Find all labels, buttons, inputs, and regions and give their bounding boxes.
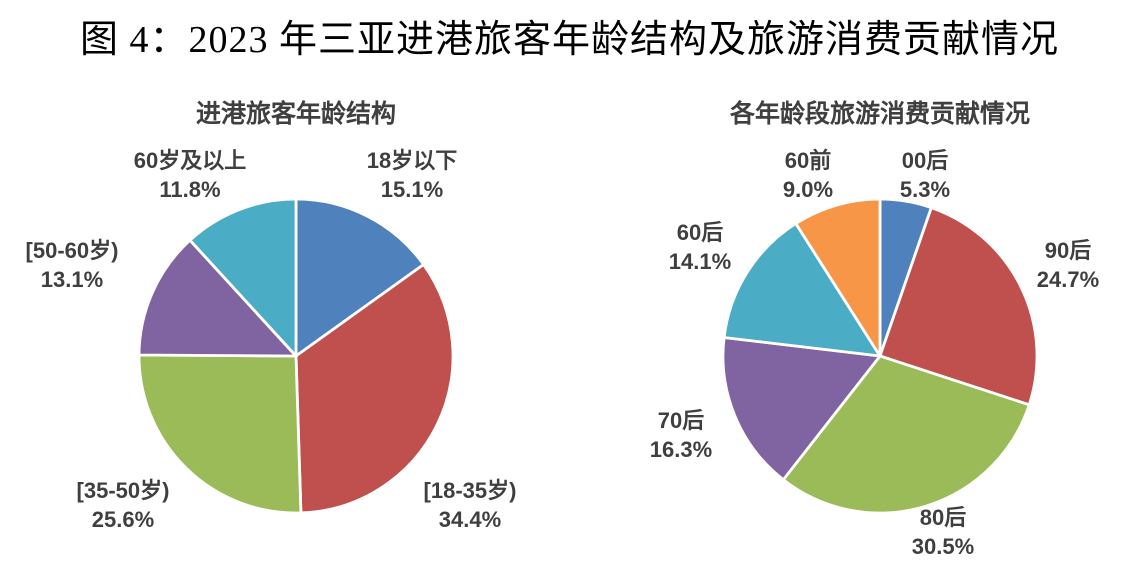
slice-label-name: [50-60岁) <box>25 238 119 263</box>
slice-label-pct: 30.5% <box>911 534 975 559</box>
pie-slice-label: [35-50岁) 25.6% <box>77 476 170 534</box>
pie-slice-0 <box>294 197 425 358</box>
slice-label-name: 60前 <box>784 148 832 173</box>
slice-label-name: [35-50岁) <box>76 478 170 503</box>
pie-slice-label: 90后 24.7% <box>1037 236 1099 294</box>
pie-chart-age-structure <box>137 197 455 515</box>
pie-slice-5 <box>794 197 882 358</box>
slice-label-name: 90后 <box>1044 238 1092 263</box>
page-title: 图 4：2023 年三亚进港旅客年龄结构及旅游消费贡献情况 <box>79 19 1059 61</box>
pie-slice-label: 70后 16.3% <box>650 406 712 464</box>
pie-slice-2 <box>137 353 303 515</box>
pie-slice-label: 00后 5.3% <box>900 146 950 204</box>
pie-slice-label: 60岁及以上 11.8% <box>134 146 246 204</box>
pie-slice-4 <box>188 197 298 358</box>
pie-slice-label: 80后 30.5% <box>912 503 974 561</box>
slice-label-name: 18岁以下 <box>366 148 458 173</box>
pie-slice-label: 18岁以下 15.1% <box>367 146 457 204</box>
slice-label-pct: 13.1% <box>40 267 104 292</box>
slice-label-pct: 25.6% <box>91 507 155 532</box>
pie-chart-consumption <box>721 197 1039 515</box>
pie-slice-label: 60后 14.1% <box>669 218 731 276</box>
pie-slice-label: [18-35岁) 34.4% <box>424 476 517 534</box>
slice-label-name: 60后 <box>676 220 724 245</box>
slice-label-pct: 24.7% <box>1036 267 1100 292</box>
pie-slice-4 <box>722 222 882 358</box>
pie-slice-1 <box>878 206 1039 407</box>
pie-slice-label: [50-60岁) 13.1% <box>26 236 119 294</box>
slice-label-name: 80后 <box>919 505 967 530</box>
chart-title-consumption: 各年龄段旅游消费贡献情况 <box>729 100 1030 128</box>
slice-label-pct: 9.0% <box>782 177 834 202</box>
slice-label-name: 00后 <box>901 148 949 173</box>
pie-slice-label: 60前 9.0% <box>783 146 833 204</box>
slice-label-name: 60岁及以上 <box>133 148 247 173</box>
slice-label-pct: 15.1% <box>380 177 444 202</box>
slice-label-pct: 34.4% <box>438 507 502 532</box>
slice-label-pct: 16.3% <box>649 437 713 462</box>
pie-slice-2 <box>781 354 1031 515</box>
slice-label-pct: 11.8% <box>159 177 221 202</box>
slice-label-name: [18-35岁) <box>423 478 517 503</box>
chart-title-age-structure: 进港旅客年龄结构 <box>195 100 396 128</box>
slice-label-name: 70后 <box>657 408 705 433</box>
pie-slice-3 <box>137 238 298 358</box>
pie-slice-1 <box>294 263 455 515</box>
pie-slice-3 <box>721 336 882 482</box>
slice-label-pct: 14.1% <box>668 249 732 274</box>
slice-label-pct: 5.3% <box>899 177 951 202</box>
